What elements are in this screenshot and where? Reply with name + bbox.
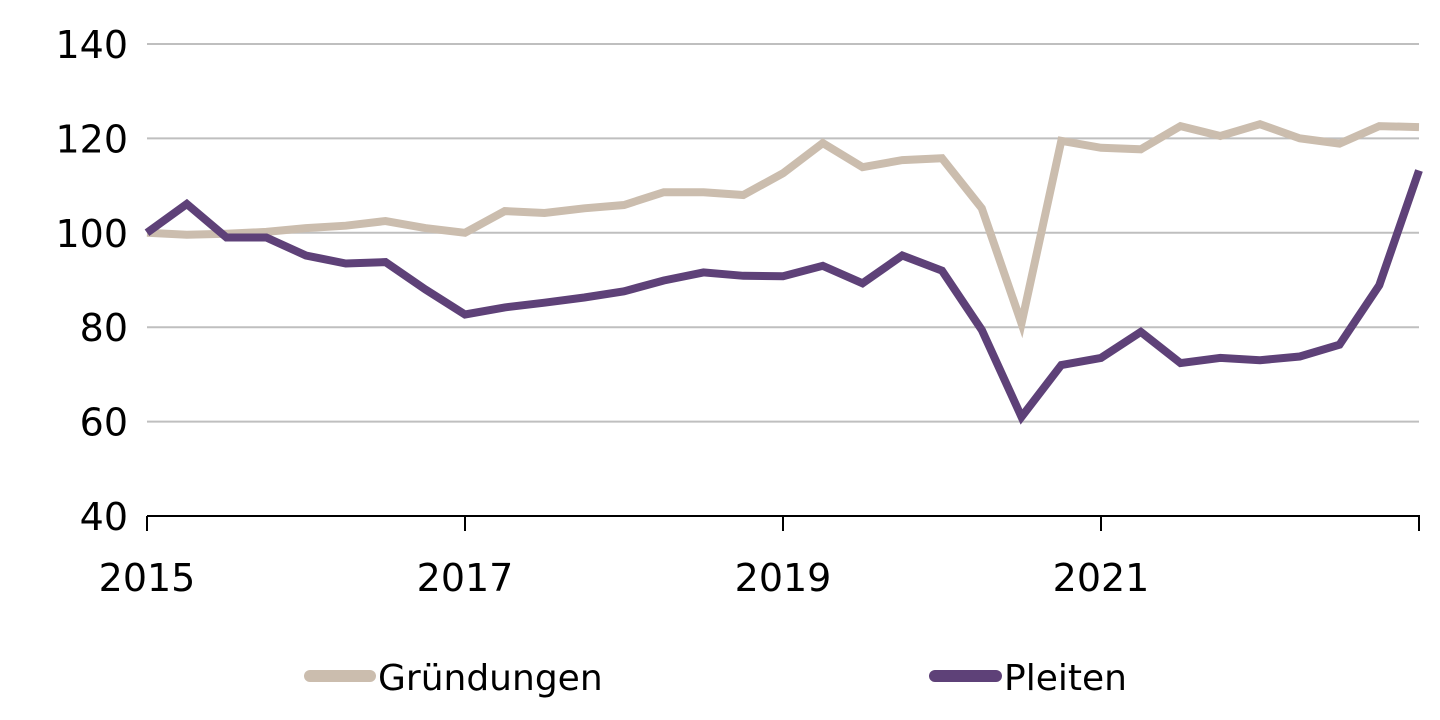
y-tick-label: 40 — [80, 495, 128, 539]
legend-item-pleiten: Pleiten — [929, 658, 1127, 699]
y-tick-label: 80 — [80, 306, 128, 350]
y-tick-label: 140 — [55, 23, 128, 67]
series-pleiten — [144, 169, 1423, 425]
y-tick-label: 120 — [55, 117, 128, 161]
legend-label-pleiten: Pleiten — [1004, 658, 1127, 699]
gridlines — [147, 43, 1419, 423]
x-tick-label: 2015 — [99, 556, 196, 600]
series-gruendungen — [146, 119, 1420, 339]
legend-item-gruendungen: Gründungen — [304, 658, 603, 699]
x-axis-tick-labels: 2015 2017 2019 2021 — [99, 556, 1150, 600]
series-lines — [144, 119, 1423, 425]
x-tick-label: 2021 — [1053, 556, 1150, 600]
series-line — [146, 119, 1420, 339]
y-tick-label: 100 — [55, 212, 128, 256]
y-axis-tick-labels: 40 60 80 100 120 140 — [55, 23, 128, 539]
series-line — [144, 169, 1423, 425]
x-tick-label: 2019 — [735, 556, 832, 600]
y-tick-label: 60 — [80, 401, 128, 445]
x-tick-label: 2017 — [417, 556, 514, 600]
x-axis — [146, 515, 1420, 531]
legend: Gründungen Pleiten — [304, 658, 1127, 699]
legend-label-gruendungen: Gründungen — [378, 658, 603, 699]
